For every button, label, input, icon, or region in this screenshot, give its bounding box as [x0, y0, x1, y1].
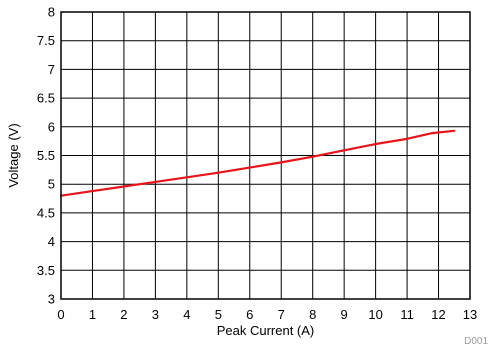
series-line [59, 129, 456, 197]
y-tick-label: 5 [48, 177, 55, 192]
x-tick-label: 12 [431, 307, 445, 322]
x-axis-label: Peak Current (A) [217, 323, 315, 338]
x-tick-label: 11 [400, 307, 414, 322]
y-tick-label: 5.5 [37, 148, 55, 163]
y-tick-label: 4.5 [37, 205, 55, 220]
x-tick-labels: 0 1 2 3 4 5 6 7 8 9 10 11 12 13 [57, 307, 477, 322]
y-tick-label: 4 [48, 234, 55, 249]
y-tick-label: 3.5 [37, 263, 55, 278]
x-tick-label: 8 [309, 307, 316, 322]
grid [60, 11, 471, 300]
y-tick-label: 3 [48, 292, 55, 307]
y-tick-label: 6.5 [37, 91, 55, 106]
x-tick-label: 5 [215, 307, 222, 322]
plot-frame [60, 11, 471, 300]
x-tick-label: 4 [183, 307, 190, 322]
x-tick-label: 3 [152, 307, 159, 322]
x-tick-label: 0 [57, 307, 64, 322]
figure-tag: D001 [464, 336, 488, 347]
y-tick-label: 8 [48, 5, 55, 20]
x-tick-label: 1 [89, 307, 96, 322]
x-tick-label: 10 [368, 307, 382, 322]
x-tick-label: 6 [246, 307, 253, 322]
x-tick-label: 7 [278, 307, 285, 322]
y-axis-label: Voltage (V) [6, 123, 21, 187]
x-tick-label: 9 [341, 307, 348, 322]
y-tick-labels: 3 3.5 4 4.5 5 5.5 6 6.5 7 7.5 8 [37, 5, 55, 307]
x-tick-label: 2 [120, 307, 127, 322]
y-tick-label: 6 [48, 119, 55, 134]
x-tick-label: 13 [463, 307, 477, 322]
y-tick-label: 7.5 [37, 33, 55, 48]
y-tick-label: 7 [48, 62, 55, 77]
series-group [59, 129, 456, 197]
